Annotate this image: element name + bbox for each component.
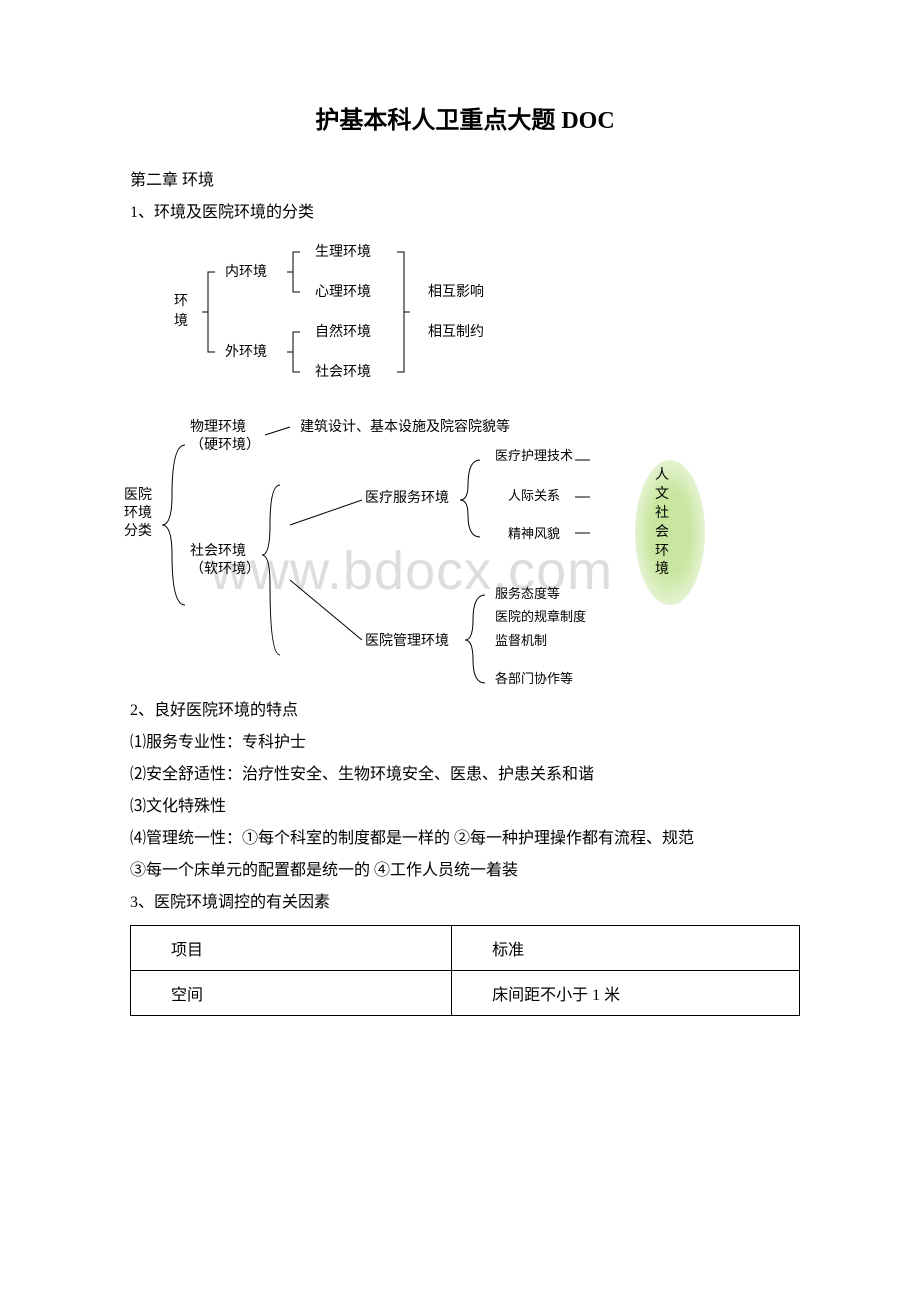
chapter-heading: 第二章 环境 <box>130 165 800 197</box>
table-cell-r1c1: 空间 <box>131 971 452 1016</box>
diagram1-svg <box>170 237 590 397</box>
q2-item-2: ⑵安全舒适性：治疗性安全、生物环境安全、医患、护患关系和谐 <box>130 759 800 791</box>
d2-medical: 医疗服务环境 <box>365 490 449 508</box>
d2-g3: 监督机制 <box>495 633 547 650</box>
d1-leaf1: 生理环境 <box>315 243 371 263</box>
diagram-hospital-env: www.bdocx.com 医院 环境 分类 物理环境 （硬环境） 社会环境 （… <box>130 405 750 695</box>
d1-rel2: 相互制约 <box>428 323 484 343</box>
d1-leaf4: 社会环境 <box>315 363 371 383</box>
d1-rel1: 相互影响 <box>428 283 484 303</box>
d1-leaf2: 心理环境 <box>315 283 371 303</box>
d2-social: 社会环境 （软环境） <box>190 543 260 579</box>
d2-root: 医院 环境 分类 <box>124 487 152 542</box>
q2-item-4: ⑷管理统一性：①每个科室的制度都是一样的 ②每一种护理操作都有流程、规范 <box>130 823 800 855</box>
d1-outer: 外环境 <box>225 343 267 363</box>
d2-physical: 物理环境 （硬环境） <box>190 419 260 455</box>
question-1: 1、环境及医院环境的分类 <box>130 197 800 229</box>
d2-g4: 各部门协作等 <box>495 671 573 688</box>
d2-physical-desc: 建筑设计、基本设施及院容院貌等 <box>300 419 510 437</box>
page-title: 护基本科人卫重点大题 DOC <box>130 100 800 135</box>
factors-table: 项目 标准 空间 床间距不小于 1 米 <box>130 925 800 1016</box>
d2-g1: 服务态度等 <box>495 586 560 603</box>
table-cell-r1c2: 床间距不小于 1 米 <box>452 971 800 1016</box>
d1-root: 环 境 <box>174 292 188 331</box>
q2-item-5: ③每一个床单元的配置都是统一的 ④工作人员统一着装 <box>130 855 800 887</box>
q2-item-1: ⑴服务专业性：专科护士 <box>130 727 800 759</box>
d2-g2: 医院的规章制度 <box>495 609 586 626</box>
d2-highlight-text: 人 文 社 会 环 境 <box>655 467 669 580</box>
table-header-1: 项目 <box>131 926 452 971</box>
d2-m3: 精神风貌 <box>508 526 560 543</box>
table-row: 项目 标准 <box>131 926 800 971</box>
question-2: 2、良好医院环境的特点 <box>130 695 800 727</box>
d1-leaf3: 自然环境 <box>315 323 371 343</box>
d2-m2: 人际关系 <box>508 488 560 505</box>
diagram-environment: 环 境 内环境 外环境 生理环境 心理环境 自然环境 社会环境 相互影响 相互制… <box>170 237 590 397</box>
q2-item-3: ⑶文化特殊性 <box>130 791 800 823</box>
d2-m1: 医疗护理技术 <box>495 448 573 465</box>
table-row: 空间 床间距不小于 1 米 <box>131 971 800 1016</box>
d1-inner: 内环境 <box>225 263 267 283</box>
d2-manage: 医院管理环境 <box>365 633 449 651</box>
question-3: 3、医院环境调控的有关因素 <box>130 887 800 919</box>
table-header-2: 标准 <box>452 926 800 971</box>
